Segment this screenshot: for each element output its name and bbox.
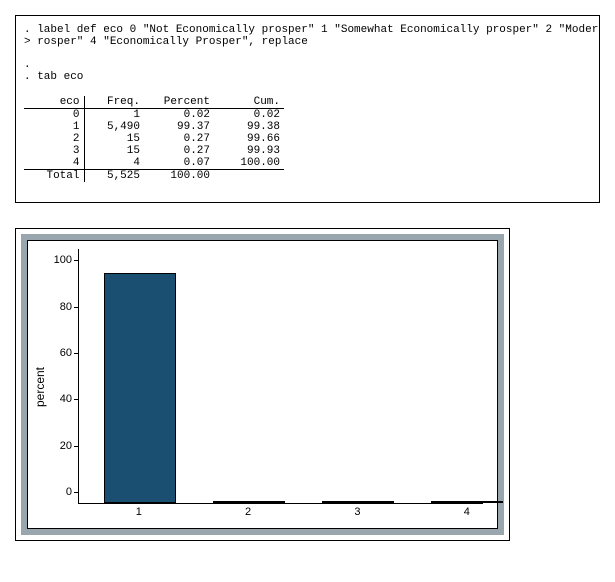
table-row: 4 4 0.07 100.00 xyxy=(24,157,284,170)
th-pct: Percent xyxy=(144,96,214,109)
chart-inner: percent 0 20 40 60 80 100 1 2 3 4 xyxy=(27,240,498,529)
x-tick: 1 xyxy=(136,506,142,518)
ylabel-column: percent xyxy=(32,249,48,524)
th-freq: Freq. xyxy=(84,96,144,109)
y-tick: 80 xyxy=(60,301,72,313)
plot-area xyxy=(78,249,483,504)
y-ticks-column: 0 20 40 60 80 100 xyxy=(48,249,78,504)
plot-wrap: percent 0 20 40 60 80 100 1 2 3 4 xyxy=(32,249,483,524)
bar xyxy=(431,501,503,503)
bar xyxy=(213,501,285,503)
chart-frame: percent 0 20 40 60 80 100 1 2 3 4 xyxy=(21,234,504,535)
y-tick: 20 xyxy=(60,440,72,452)
y-axis-label: percent xyxy=(33,366,47,406)
x-tick: 2 xyxy=(245,506,251,518)
table-row: 2 15 0.27 99.66 xyxy=(24,133,284,145)
x-tick: 4 xyxy=(464,506,470,518)
total-label: Total xyxy=(24,170,84,183)
cmd-line-2: > rosper" 4 "Economically Prosper", repl… xyxy=(24,36,591,48)
table-total-row: Total 5,525 100.00 xyxy=(24,170,284,183)
y-tick: 0 xyxy=(66,486,72,498)
bar xyxy=(104,273,176,503)
table-row: 0 1 0.02 0.02 xyxy=(24,109,284,122)
x-ticks-row: 1 2 3 4 xyxy=(78,504,483,524)
cmd-line-4: . tab eco xyxy=(24,71,591,83)
y-tick: 100 xyxy=(54,254,72,266)
table-row: 3 15 0.27 99.93 xyxy=(24,145,284,157)
table-header-row: eco Freq. Percent Cum. xyxy=(24,96,284,109)
freq-table: eco Freq. Percent Cum. 0 1 0.02 0.02 1 5… xyxy=(24,96,284,182)
th-cum: Cum. xyxy=(214,96,284,109)
x-tick: 3 xyxy=(354,506,360,518)
table-row: 1 5,490 99.37 99.38 xyxy=(24,121,284,133)
plot-column: 1 2 3 4 xyxy=(78,249,483,524)
cmd-line-3: . xyxy=(24,59,591,71)
y-tick: 40 xyxy=(60,393,72,405)
chart-outer-box: percent 0 20 40 60 80 100 1 2 3 4 xyxy=(15,228,510,541)
stata-output-box: . label def eco 0 "Not Economically pros… xyxy=(15,15,600,203)
cmd-line-1: . label def eco 0 "Not Economically pros… xyxy=(24,24,591,36)
th-eco: eco xyxy=(24,96,84,109)
bar xyxy=(322,501,394,503)
y-tick: 60 xyxy=(60,347,72,359)
